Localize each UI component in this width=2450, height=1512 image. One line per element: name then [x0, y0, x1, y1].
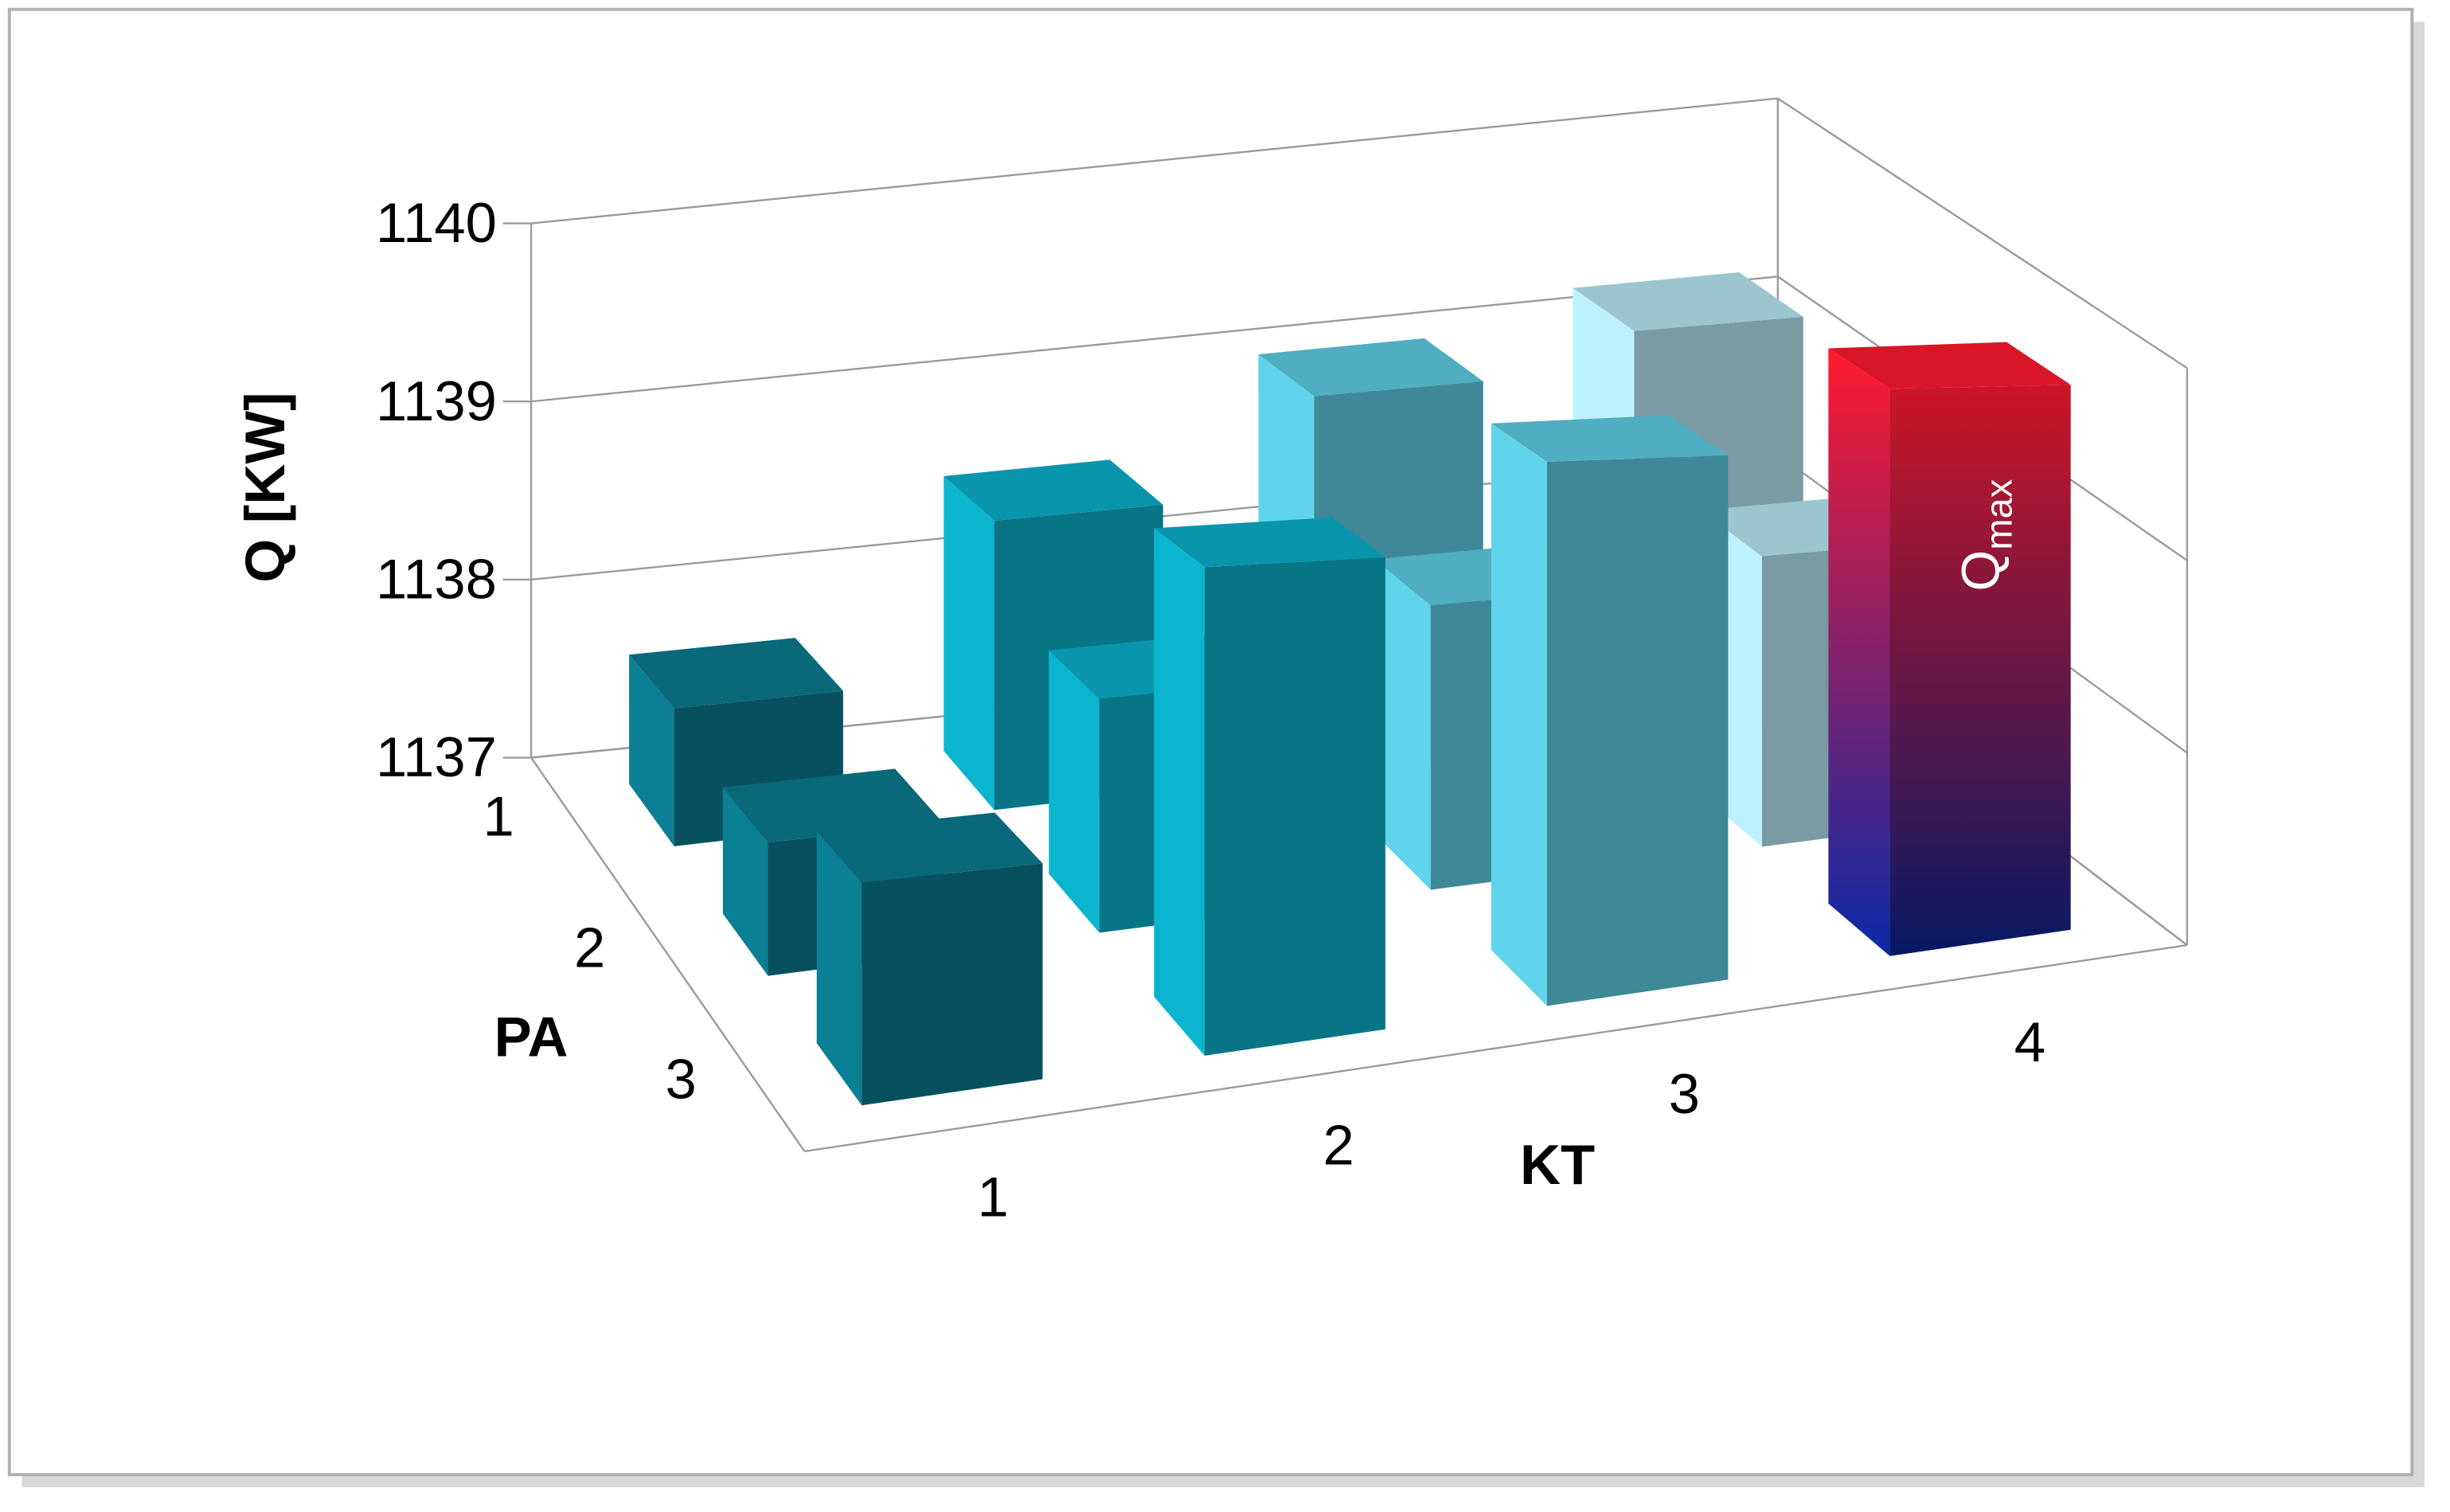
bar: [816, 812, 1043, 1106]
legend-label: 2: [574, 916, 605, 979]
bar-top: [1258, 338, 1483, 397]
x-axis-title: KT: [1520, 1133, 1595, 1196]
grid-line: [530, 97, 1778, 225]
max-label: Qmax: [1952, 479, 2020, 591]
bar-side: [1374, 559, 1431, 890]
bar-top: [816, 812, 1043, 883]
bar-top: [1491, 415, 1729, 462]
bar-side: [722, 787, 768, 976]
bar-side: [1828, 348, 1890, 956]
bar-side: [629, 654, 674, 846]
max-label-main: Q: [1952, 550, 2011, 592]
bar-side: [816, 830, 862, 1106]
max-label-sub: max: [1977, 479, 2019, 549]
bar-side: [1049, 650, 1100, 933]
bar-top: [1573, 272, 1803, 331]
x-tick-label: 4: [2014, 1010, 2046, 1073]
floor-edge: [804, 944, 2187, 1153]
bar-front: [1204, 557, 1385, 1056]
legend-label: 1: [483, 785, 514, 848]
bar-top: [1154, 517, 1385, 568]
bar-side: [944, 476, 994, 811]
bar-front: [1546, 455, 1729, 1006]
bar-side: [1491, 423, 1547, 1006]
bar-side: [1154, 528, 1205, 1056]
y-tick-label: 1137: [376, 725, 497, 788]
plot: Q [KW] PA KT 1137 1138 1139 1140 1 2 3 4 1 2 3 Qmax: [7, 7, 2425, 1487]
bar-top: [629, 638, 843, 709]
y-axis-title: Q [KW]: [233, 393, 296, 583]
bar-front: [862, 863, 1043, 1106]
bar-top: [1828, 342, 2071, 389]
bar-top: [944, 459, 1163, 521]
x-tick-label: 1: [977, 1165, 1008, 1228]
grid-line: [530, 275, 1778, 403]
grid-line: [1777, 97, 2188, 369]
legend-label: 3: [665, 1047, 696, 1110]
z-axis-title: PA: [494, 1005, 569, 1068]
bar: [1154, 517, 1385, 1056]
x-tick-label: 3: [1669, 1062, 1700, 1125]
bar: [1491, 415, 1729, 1006]
bar-front: [1889, 385, 2071, 956]
y-tick-label: 1140: [376, 191, 497, 254]
bar: [1828, 342, 2071, 956]
y-tick-label: 1138: [376, 547, 497, 610]
y-tick-label: 1139: [376, 369, 497, 432]
x-tick-label: 2: [1323, 1114, 1354, 1177]
floor-edge: [530, 756, 806, 1152]
